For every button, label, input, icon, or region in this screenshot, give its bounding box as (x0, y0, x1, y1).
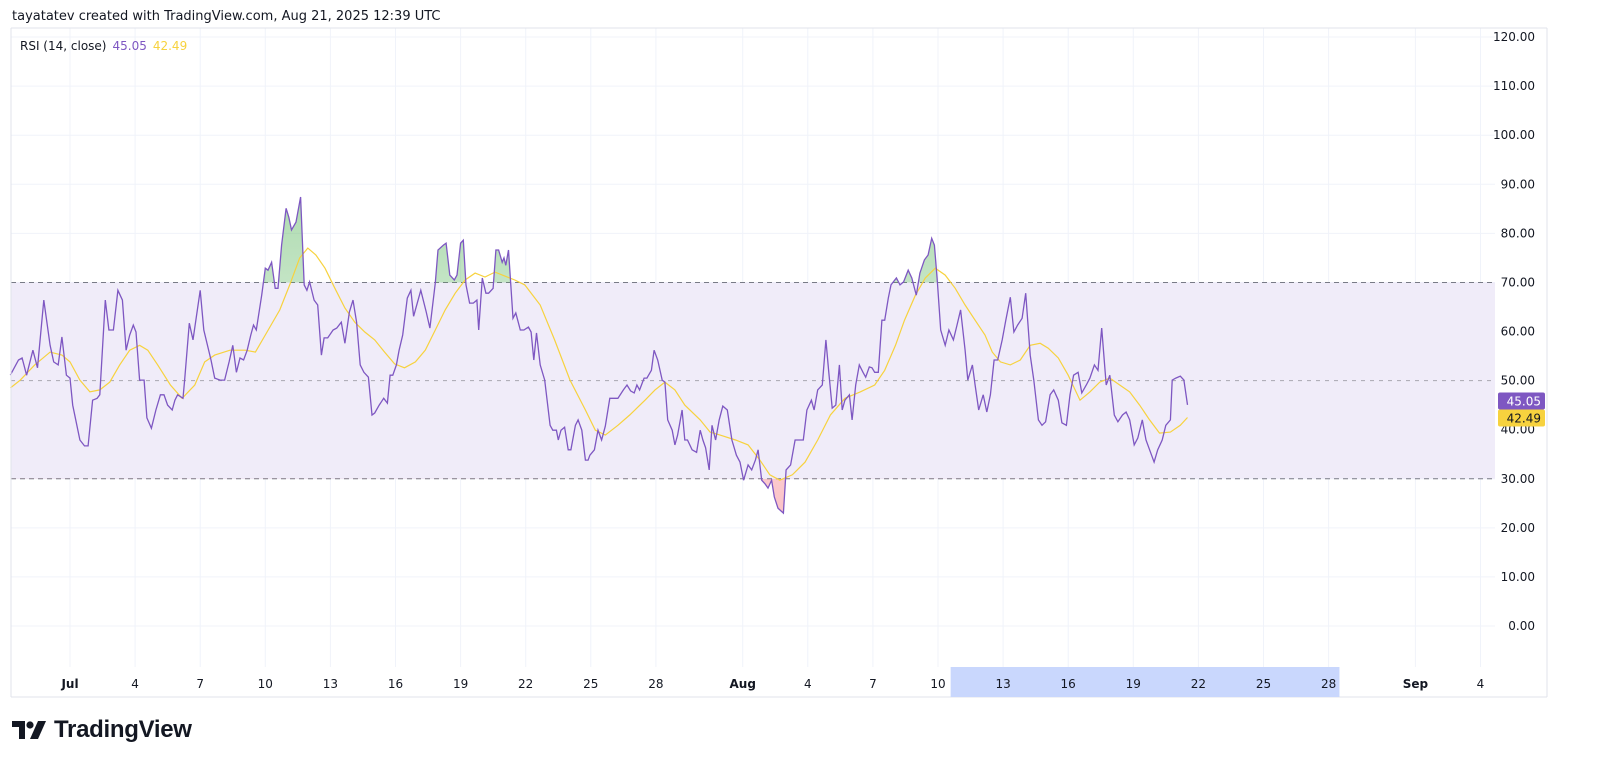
x-tick-label: 16 (1061, 677, 1076, 691)
time-axis[interactable]: Jul 4 7 10 13 16 19 22 25 28 Aug 4 7 10 13 16 19 22 25 28 Se… (60, 677, 1484, 691)
y-tick-label: 0.00 (1508, 619, 1535, 633)
rsi-last-value-badge-text: 45.05 (1507, 394, 1541, 408)
y-tick-label: 100.00 (1493, 128, 1535, 142)
x-tick-label: Sep (1403, 677, 1429, 691)
y-tick-label: 60.00 (1501, 325, 1535, 339)
x-tick-label: 16 (388, 677, 403, 691)
x-tick-label: 7 (869, 677, 877, 691)
x-tick-label: 4 (804, 677, 812, 691)
x-tick-label: 10 (930, 677, 945, 691)
indicator-legend[interactable]: RSI (14, close) 45.05 42.49 (20, 39, 193, 53)
y-tick-label: 70.00 (1501, 275, 1535, 289)
x-tick-label: 10 (258, 677, 273, 691)
indicator-name: RSI (14, close) (20, 39, 107, 53)
x-tick-label: 13 (995, 677, 1010, 691)
price-axis[interactable]: 120.00 110.00 100.00 90.00 80.00 70.00 60.00 50… (1493, 30, 1535, 633)
x-tick-label: 19 (1126, 677, 1141, 691)
rsi-value: 45.05 (112, 39, 147, 53)
rsi-last-value-badge (1498, 392, 1545, 410)
x-tick-label: Aug (729, 677, 755, 691)
chart-attribution: tayatatev created with TradingView.com, … (12, 9, 441, 24)
tradingview-logo[interactable]: TradingView (12, 716, 192, 744)
x-tick-label: 22 (1191, 677, 1206, 691)
x-tick-label: 28 (1321, 677, 1336, 691)
x-tick-label: 25 (1256, 677, 1271, 691)
x-tick-label: 4 (1477, 677, 1485, 691)
x-tick-label: 19 (453, 677, 468, 691)
y-tick-label: 20.00 (1501, 521, 1535, 535)
x-tick-label: 4 (131, 677, 139, 691)
y-tick-label: 90.00 (1501, 177, 1535, 191)
signal-value: 42.49 (152, 39, 188, 53)
time-axis-range-highlight (950, 667, 1340, 697)
y-tick-label: 10.00 (1501, 570, 1535, 584)
tradingview-logo-icon (12, 721, 46, 739)
signal-line (9, 247, 1188, 481)
signal-last-value-badge (1498, 409, 1545, 427)
x-tick-label: 7 (196, 677, 204, 691)
y-tick-label: 80.00 (1501, 226, 1535, 240)
signal-last-value-badge-text: 42.49 (1507, 411, 1541, 425)
x-tick-label: Jul (60, 677, 78, 691)
x-tick-label: 13 (323, 677, 338, 691)
rsi-line (9, 196, 1189, 515)
y-tick-label: 110.00 (1493, 79, 1535, 93)
tradingview-logo-text: TradingView (54, 716, 192, 743)
oversold-fill (743, 478, 786, 514)
price-badges: 45.05 42.49 (1498, 392, 1545, 427)
x-tick-label: 25 (583, 677, 598, 691)
y-tick-label: 120.00 (1493, 30, 1535, 44)
y-tick-label: 50.00 (1501, 374, 1535, 388)
x-tick-label: 28 (648, 677, 663, 691)
y-tick-label: 30.00 (1501, 472, 1535, 486)
x-tick-label: 22 (518, 677, 533, 691)
